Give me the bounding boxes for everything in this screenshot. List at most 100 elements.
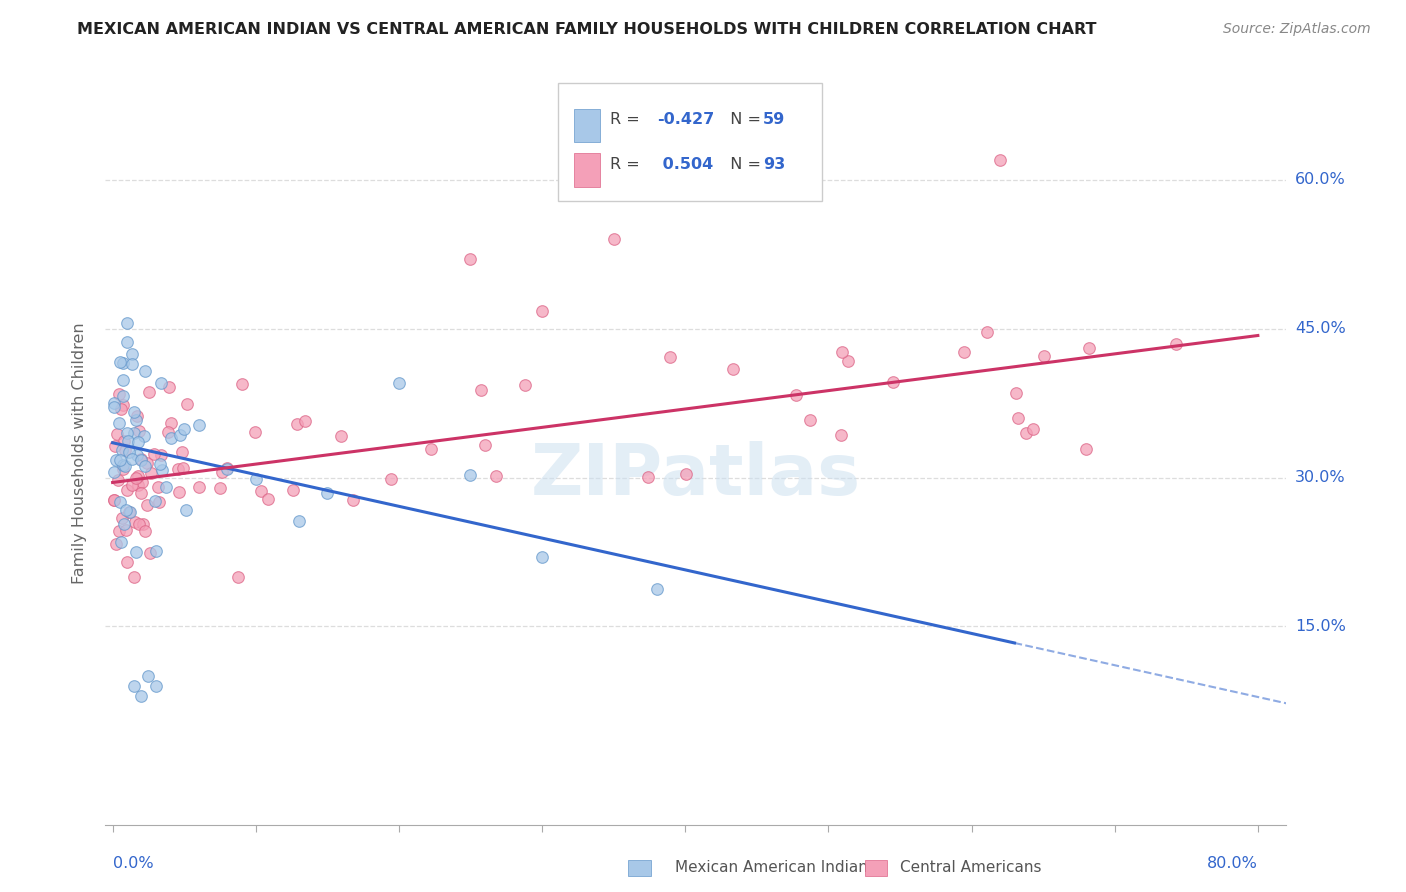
Point (1007, 410, 1029, 425)
Text: N =: N = (720, 112, 766, 128)
Point (173, 422, 195, 436)
Point (112, 458, 135, 473)
Point (474, 438, 496, 452)
Point (460, 467, 482, 482)
Point (172, 445, 194, 459)
Point (125, 545, 148, 559)
Point (105, 453, 128, 467)
Point (117, 316, 139, 330)
Text: 93: 93 (763, 157, 786, 172)
Point (882, 375, 904, 389)
Point (115, 425, 138, 440)
FancyBboxPatch shape (558, 83, 823, 201)
Point (134, 364, 156, 378)
Text: 45.0%: 45.0% (1295, 321, 1346, 336)
Point (131, 475, 153, 490)
Point (231, 377, 253, 392)
Point (111, 373, 134, 387)
Point (122, 570, 145, 584)
Point (139, 545, 162, 559)
Point (831, 345, 853, 359)
Point (127, 409, 149, 424)
Point (316, 486, 339, 500)
Point (115, 503, 138, 517)
Point (380, 472, 402, 486)
Point (111, 443, 134, 458)
Point (115, 483, 138, 498)
Point (131, 453, 153, 467)
Point (217, 462, 239, 476)
Point (111, 398, 134, 412)
Point (143, 447, 166, 461)
Point (330, 429, 353, 443)
Point (1074, 442, 1097, 457)
Text: Central Americans: Central Americans (900, 860, 1042, 874)
Point (121, 347, 143, 361)
Text: ZIPatlas: ZIPatlas (531, 441, 860, 509)
Point (138, 385, 160, 400)
Point (837, 354, 859, 368)
Point (110, 495, 132, 509)
FancyBboxPatch shape (574, 109, 600, 142)
Point (167, 484, 190, 499)
Point (127, 435, 149, 450)
Point (114, 459, 136, 474)
Point (122, 425, 145, 440)
Point (1005, 385, 1028, 400)
Point (172, 461, 194, 475)
Point (135, 457, 157, 471)
Point (135, 498, 157, 512)
Point (1014, 426, 1036, 441)
Point (103, 396, 125, 410)
Point (799, 413, 821, 427)
Point (103, 493, 125, 508)
Point (138, 669, 160, 683)
Point (128, 424, 150, 438)
Point (112, 356, 135, 370)
Text: 60.0%: 60.0% (1295, 172, 1346, 187)
Point (228, 570, 250, 584)
Point (131, 452, 153, 467)
Point (107, 473, 129, 487)
Point (157, 425, 180, 439)
Point (388, 376, 411, 390)
Point (675, 467, 697, 482)
Point (104, 537, 127, 551)
Point (287, 514, 309, 528)
Point (245, 472, 267, 486)
Point (103, 400, 125, 414)
Point (658, 351, 681, 365)
Point (121, 451, 143, 466)
Point (132, 516, 155, 531)
Point (294, 413, 316, 427)
Point (148, 495, 170, 509)
Point (127, 477, 149, 491)
Point (103, 492, 125, 507)
Point (215, 461, 238, 475)
Point (342, 492, 364, 507)
Point (114, 443, 136, 458)
Point (145, 544, 167, 558)
Point (112, 434, 135, 448)
Point (281, 483, 304, 498)
Point (127, 469, 149, 483)
Point (104, 439, 127, 453)
Point (131, 486, 153, 500)
Point (103, 465, 125, 479)
Point (723, 362, 745, 376)
Point (470, 383, 492, 397)
Point (149, 457, 172, 471)
Point (250, 483, 273, 498)
Text: R =: R = (610, 112, 644, 128)
Point (485, 468, 508, 483)
Point (513, 378, 536, 392)
Text: 80.0%: 80.0% (1206, 855, 1258, 871)
Point (830, 428, 852, 442)
Point (169, 428, 191, 442)
Point (134, 524, 156, 538)
Text: 15.0%: 15.0% (1295, 619, 1346, 634)
Text: 30.0%: 30.0% (1295, 470, 1346, 485)
Text: 0.504: 0.504 (657, 157, 713, 172)
Point (118, 505, 141, 519)
Point (150, 463, 173, 477)
